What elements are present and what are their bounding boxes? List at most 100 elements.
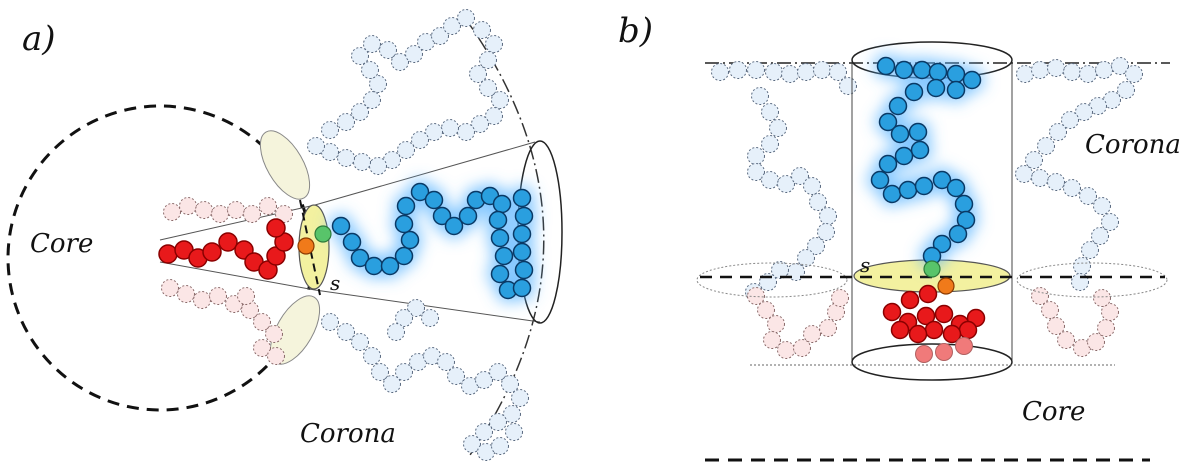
corona-bead — [894, 146, 914, 166]
background-corona-bead — [363, 35, 381, 53]
panel-b-label: b) — [618, 11, 653, 51]
background-core-bead — [793, 339, 811, 357]
highlighted-chain-b — [866, 52, 986, 363]
core-label-a: Core — [30, 229, 93, 259]
corona-bead — [888, 96, 908, 116]
background-corona-bead — [443, 17, 461, 35]
corona-bead — [490, 264, 510, 284]
background-core-bead — [163, 203, 181, 221]
background-corona-bead — [457, 123, 475, 141]
background-corona-bead — [747, 147, 765, 165]
background-corona-bead — [475, 371, 493, 389]
background-core-bead — [827, 303, 845, 321]
background-corona-bead — [463, 435, 481, 453]
background-corona-bead — [361, 61, 379, 79]
background-corona-bead — [797, 249, 815, 267]
background-corona-bead — [475, 423, 493, 441]
corona-label-b: Corona — [1085, 130, 1181, 160]
panel-b: b) s Corona Core — [618, 11, 1181, 462]
background-corona-bead — [761, 103, 779, 121]
corona-bead — [898, 180, 918, 200]
background-corona-bead — [473, 21, 491, 39]
background-corona-bead — [729, 61, 747, 79]
corona-bead — [514, 260, 534, 280]
background-corona-bead — [351, 103, 369, 121]
background-corona-bead — [369, 157, 387, 175]
background-core-bead — [777, 341, 795, 359]
corona-bead — [512, 242, 532, 262]
background-core-bead — [1087, 333, 1105, 351]
background-corona-bead — [337, 113, 355, 131]
background-corona-bead — [1117, 81, 1135, 99]
background-corona-bead — [505, 423, 523, 441]
corona-bead — [894, 60, 914, 80]
corona-bead — [904, 82, 924, 102]
background-corona-bead — [511, 389, 529, 407]
background-core-bead — [253, 313, 271, 331]
background-corona-bead — [337, 149, 355, 167]
core-bead — [218, 232, 238, 252]
corona-bead — [914, 176, 934, 196]
background-corona-bead — [797, 63, 815, 81]
core-bead — [900, 290, 920, 310]
background-corona-bead — [351, 47, 369, 65]
corona-bead — [956, 210, 976, 230]
background-corona-bead — [1073, 257, 1091, 275]
background-corona-bead — [1075, 103, 1093, 121]
background-core-bead — [803, 325, 821, 343]
background-corona-bead — [351, 333, 369, 351]
faded-core-bead — [955, 337, 973, 355]
background-corona-bead — [371, 363, 389, 381]
background-corona-bead — [1049, 123, 1067, 141]
background-corona-bead — [383, 375, 401, 393]
background-corona-bead — [353, 153, 371, 171]
corona-bead — [932, 170, 952, 190]
background-corona-bead — [489, 363, 507, 381]
core-bead — [202, 242, 222, 262]
junction-zone-upper-a — [259, 130, 311, 200]
corona-bead — [908, 122, 928, 142]
background-corona-bead — [363, 91, 381, 109]
core-bead — [882, 302, 902, 322]
background-corona-bead — [1125, 65, 1143, 83]
background-corona-bead — [479, 79, 497, 97]
background-corona-bead — [839, 77, 857, 95]
background-corona-bead — [387, 323, 405, 341]
background-corona-bead — [781, 65, 799, 83]
background-corona-bead — [1063, 179, 1081, 197]
corona-bead — [331, 216, 351, 236]
background-corona-bead — [321, 121, 339, 139]
background-corona-bead — [485, 35, 503, 53]
corona-boundary-a — [464, 17, 545, 456]
core-bead — [908, 324, 928, 344]
corona-bead — [912, 60, 932, 80]
background-corona-bead — [761, 135, 779, 153]
background-corona-bead — [363, 347, 381, 365]
core-label-b: Core — [1022, 397, 1085, 427]
background-core-bead — [265, 325, 283, 343]
core-bead — [934, 304, 954, 324]
background-corona-bead — [1103, 91, 1121, 109]
background-corona-bead — [411, 131, 429, 149]
background-corona-bead — [809, 193, 827, 211]
background-corona-bead — [447, 367, 465, 385]
corona-bead — [396, 196, 416, 216]
cone-lines-a — [159, 141, 541, 323]
corona-bead — [512, 188, 532, 208]
background-corona-bead — [1016, 65, 1034, 83]
background-corona-bead — [1081, 241, 1099, 259]
background-corona-bead — [1025, 151, 1043, 169]
background-corona-bead — [379, 41, 397, 59]
background-core-bead — [763, 331, 781, 349]
background-corona-bead — [1079, 187, 1097, 205]
background-corona-bead — [1037, 137, 1055, 155]
neighbor-interface-left-b — [696, 262, 848, 298]
background-chains-a — [161, 9, 529, 461]
corona-bead — [878, 154, 898, 174]
corona-bead — [458, 206, 478, 226]
corona-bead — [424, 190, 444, 210]
background-core-bead — [267, 347, 285, 365]
background-core-bead — [253, 339, 271, 357]
core-bead — [890, 320, 910, 340]
